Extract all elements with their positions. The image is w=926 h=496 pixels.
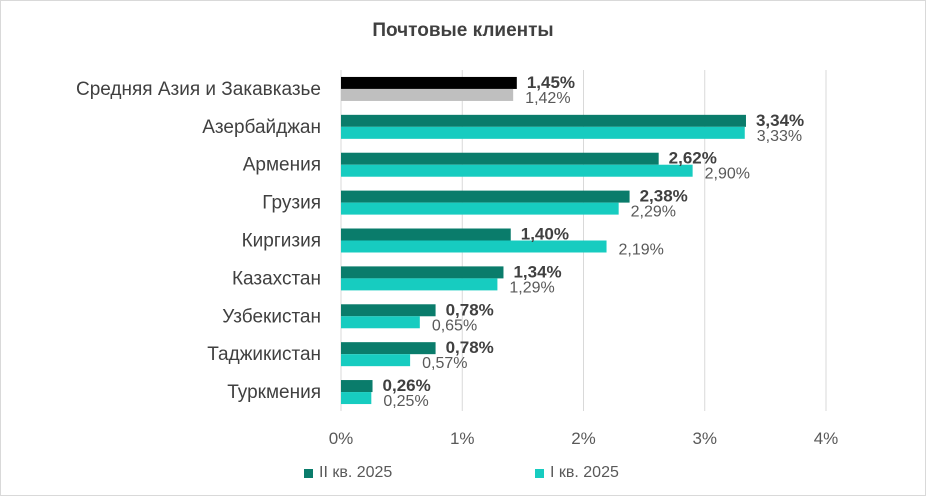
category-label: Армения (243, 155, 321, 176)
bar-series-2 (341, 342, 436, 355)
labels: 0% 1% 2% 3% 4% Средняя Азия и Закавказье 1,45%… (76, 73, 838, 448)
data-label: 1,40% (521, 225, 569, 244)
data-label: 2,90% (705, 166, 750, 183)
data-label: 0,78% (446, 338, 494, 357)
data-label: 1,42% (525, 90, 570, 107)
chart-title: Почтовые клиенты (372, 20, 554, 41)
category-label: Средняя Азия и Закавказье (76, 79, 321, 100)
bar-series-1 (341, 278, 498, 291)
data-label: 0,26% (383, 376, 431, 395)
x-tick-label: 4% (814, 429, 839, 448)
data-label: 2,29% (631, 204, 676, 221)
bar-series-2 (341, 266, 504, 279)
category-label: Узбекистан (222, 306, 321, 327)
data-label: 2,19% (619, 242, 664, 259)
data-label: 0,65% (432, 317, 477, 334)
bar-series-2 (341, 228, 511, 241)
bar-series-1 (341, 392, 372, 405)
bars (341, 76, 746, 405)
bar-series-1 (341, 164, 693, 177)
data-label: 1,45% (527, 73, 575, 92)
category-label: Таджикистан (207, 344, 321, 365)
category-label: Киргизия (242, 231, 321, 252)
legend-item-series-2: II кв. 2025 (304, 464, 392, 482)
legend-label-series-1: I кв. 2025 (550, 464, 619, 481)
bar-series-2 (341, 190, 630, 203)
data-label: 3,34% (756, 111, 804, 130)
data-label: 2,62% (669, 149, 717, 168)
data-label: 0,57% (422, 355, 467, 372)
data-label: 2,38% (640, 187, 688, 206)
bar-series-1 (341, 88, 514, 101)
bar-series-1 (341, 354, 411, 367)
x-tick-label: 0% (329, 429, 354, 448)
category-label: Грузия (262, 193, 321, 214)
data-label: 1,34% (513, 262, 561, 281)
data-label: 0,78% (446, 300, 494, 319)
x-tick-label: 1% (450, 429, 475, 448)
bar-series-2 (341, 76, 517, 89)
bar-series-2 (341, 380, 373, 393)
bar-series-1 (341, 240, 607, 253)
data-label: 3,33% (757, 128, 802, 145)
data-label: 0,25% (383, 393, 428, 410)
bar-series-2 (341, 114, 746, 127)
legend-swatch-series-2 (304, 468, 313, 478)
legend-swatch-series-1 (535, 468, 544, 478)
category-label: Азербайджан (202, 117, 321, 138)
bar-series-1 (341, 316, 420, 329)
bar-series-2 (341, 304, 436, 317)
bar-series-1 (341, 126, 745, 139)
bar-series-2 (341, 152, 659, 165)
x-tick-label: 3% (692, 429, 717, 448)
category-label: Казахстан (232, 268, 321, 289)
legend: II кв. 2025 I кв. 2025 (0, 464, 926, 488)
data-label: 1,29% (509, 279, 554, 296)
category-label: Туркмения (227, 382, 321, 403)
bar-series-1 (341, 202, 619, 215)
x-tick-label: 2% (571, 429, 596, 448)
legend-label-series-2: II кв. 2025 (319, 464, 393, 481)
legend-item-series-1: I кв. 2025 (535, 464, 619, 482)
